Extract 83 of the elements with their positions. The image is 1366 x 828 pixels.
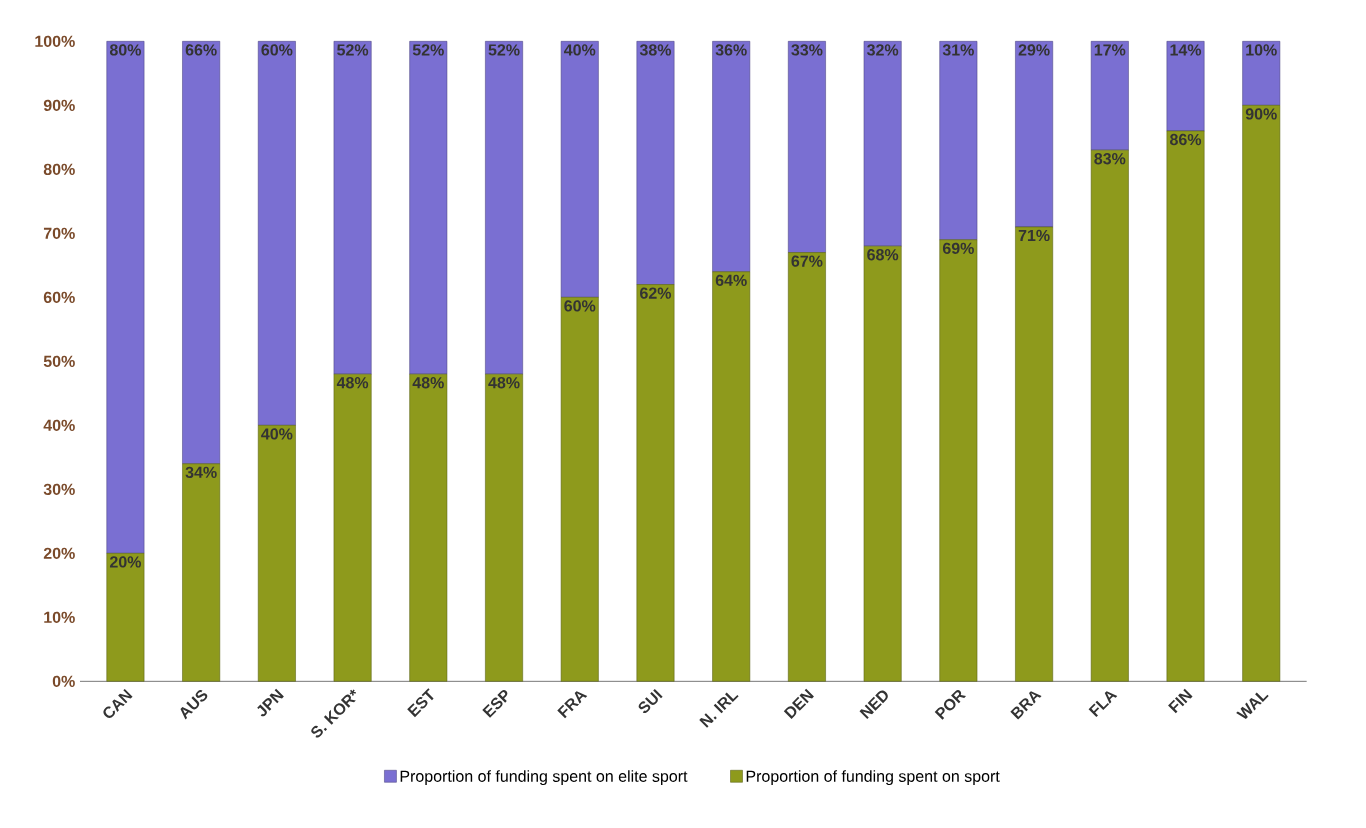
bar [1166, 41, 1205, 132]
data-label: 62% [640, 287, 672, 299]
data-label: 60% [564, 300, 596, 312]
data-label: 33% [791, 44, 823, 56]
data-label: 48% [412, 377, 444, 389]
bar [636, 284, 675, 682]
bar [182, 41, 221, 464]
data-label: 83% [1094, 153, 1126, 165]
bar [712, 271, 751, 682]
y-tick-label: 20% [43, 547, 75, 559]
data-label: 90% [1245, 108, 1277, 120]
y-tick-label: 30% [43, 483, 75, 496]
bar [485, 41, 523, 375]
bar [939, 239, 978, 682]
x-tick-label: FIN [1168, 688, 1193, 714]
x-tick-label: SUI [638, 688, 663, 714]
bar [257, 41, 296, 426]
data-label: 36% [715, 44, 747, 56]
data-label: 80% [109, 44, 142, 56]
data-label: 69% [942, 242, 974, 254]
bar [560, 41, 599, 298]
bar [1090, 41, 1129, 151]
data-label: 10% [1246, 44, 1277, 56]
data-label: 52% [488, 44, 520, 56]
bar [409, 41, 448, 375]
data-label: 34% [185, 466, 217, 479]
bar [712, 41, 751, 272]
bar [1242, 41, 1281, 106]
y-tick-label: 0% [52, 675, 75, 687]
y-tick-label: 80% [43, 163, 75, 175]
data-label: 48% [488, 377, 520, 389]
bar [1166, 130, 1205, 682]
y-tick-label: 60% [43, 291, 75, 303]
data-label: 38% [639, 44, 672, 56]
data-label: 40% [261, 428, 293, 440]
data-label: 31% [942, 44, 974, 56]
y-tick-label: 70% [43, 227, 75, 239]
bar [409, 373, 448, 682]
bar [560, 297, 599, 682]
data-label: 48% [336, 377, 369, 389]
bar [182, 463, 221, 682]
data-label: 66% [185, 44, 217, 56]
bar [485, 373, 523, 682]
bar [257, 425, 296, 682]
data-label: 64% [715, 274, 747, 286]
data-label: 67% [791, 255, 823, 267]
y-tick-label: 10% [44, 611, 75, 623]
data-label: 20% [109, 556, 142, 568]
bar [787, 41, 826, 253]
data-label: 68% [867, 249, 899, 261]
data-label: 14% [1170, 44, 1202, 56]
y-tick-label: 50% [43, 355, 75, 367]
x-tick-label: FLA [1088, 691, 1118, 718]
y-tick-label: 100% [35, 35, 75, 47]
bar [863, 41, 902, 247]
data-label: 52% [412, 44, 444, 56]
bar [106, 553, 145, 682]
bar [333, 41, 372, 375]
y-tick-label: 90% [43, 99, 75, 111]
bar [1015, 226, 1054, 682]
legend-label: Proportion of funding spent on sport [746, 770, 1000, 786]
bar [1242, 105, 1281, 682]
bar [1090, 149, 1129, 682]
data-label: 17% [1094, 44, 1126, 56]
data-label: 86% [1170, 133, 1202, 146]
data-label: 60% [261, 44, 293, 56]
data-label: 40% [564, 44, 596, 56]
data-label: 29% [1018, 44, 1050, 56]
x-tick-label: N. IRL [699, 692, 739, 728]
data-label: 32% [867, 44, 899, 56]
bar [106, 41, 145, 554]
x-tick-label: WAL [1236, 692, 1269, 719]
data-label: 71% [1018, 229, 1050, 242]
data-label: 52% [337, 44, 369, 56]
bar [939, 41, 978, 240]
x-tick-label: FRA [557, 691, 588, 719]
bar [1015, 41, 1054, 228]
legend-label: Proportion of funding spent on elite sport [400, 770, 688, 786]
bar [787, 252, 826, 682]
bar [636, 41, 675, 285]
bar [333, 373, 372, 682]
bar [863, 245, 902, 682]
y-tick-label: 40% [43, 419, 75, 431]
